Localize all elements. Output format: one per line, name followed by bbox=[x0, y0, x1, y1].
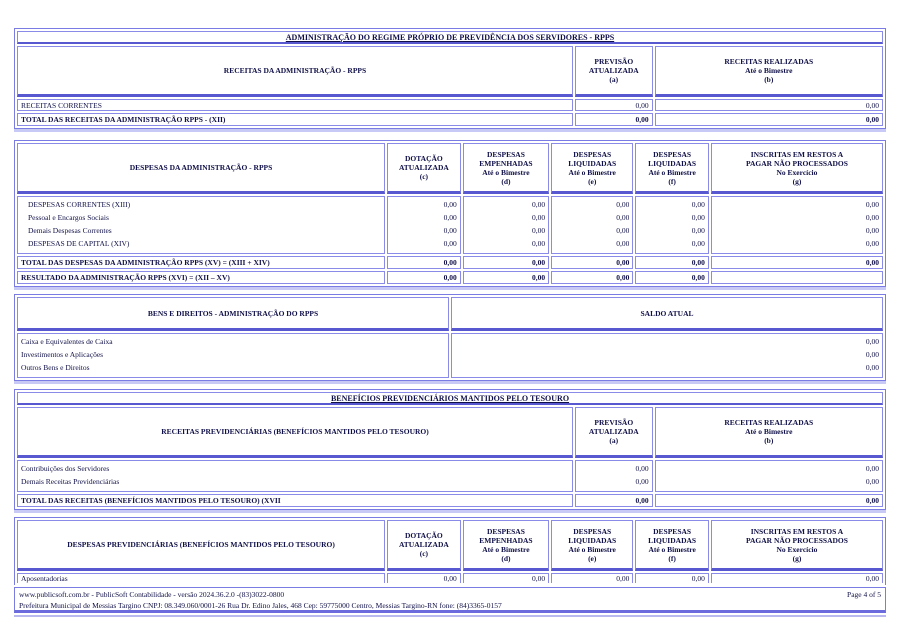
total-row: TOTAL DAS RECEITAS DA ADMINISTRAÇÃO RPPS… bbox=[17, 113, 883, 126]
table-row: Aposentadorias 0,00 0,00 0,00 0,00 0,00 bbox=[17, 573, 883, 583]
col-liquidadas-e-values: 0,00 0,00 0,00 0,00 bbox=[551, 196, 634, 254]
row-label: DESPESAS CORRENTES (XIII) bbox=[28, 200, 131, 209]
total-empenhadas: 0,00 bbox=[462, 256, 550, 269]
header-inscritas-restos-pagar: INSCRITAS EM RESTOS A PAGAR NÃO PROCESSA… bbox=[710, 520, 883, 571]
total-realizada: 0,00 bbox=[654, 494, 883, 507]
header-receitas-previdenciarias: RECEITAS PREVIDENCIÁRIAS (BENEFÍCIOS MAN… bbox=[17, 407, 573, 458]
resultado-empenhadas: 0,00 bbox=[462, 271, 550, 284]
header-bens-direitos: BENS E DIREITOS - ADMINISTRAÇÃO DO RPPS bbox=[17, 297, 449, 331]
total-liquidadas-f: 0,00 bbox=[635, 256, 709, 269]
col-empenhadas-values: 0,00 0,00 0,00 0,00 bbox=[462, 196, 550, 254]
header-despesas-previdenciarias: DESPESAS PREVIDENCIÁRIAS (BENEFÍCIOS MAN… bbox=[17, 520, 386, 571]
header-despesas-liquidadas-f: DESPESAS LIQUIDADAS Até o Bimestre (f) bbox=[635, 143, 709, 194]
col-dotacao-values: 0,00 0,00 0,00 0,00 bbox=[387, 196, 461, 254]
col-saldo-values: 0,00 0,00 0,00 bbox=[451, 333, 883, 378]
row-label: Demais Despesas Correntes bbox=[28, 226, 112, 235]
header-despesas-administracao: DESPESAS DA ADMINISTRAÇÃO - RPPS bbox=[17, 143, 386, 194]
table-row: RECEITAS CORRENTES 0,00 0,00 bbox=[17, 99, 883, 111]
header-despesas-liquidadas-e: DESPESAS LIQUIDADAS Até o Bimestre (e) bbox=[551, 520, 634, 571]
header-receitas-realizadas: RECEITAS REALIZADAS Até o Bimestre (b) bbox=[654, 407, 883, 458]
total-liquidadas-e: 0,00 bbox=[551, 256, 634, 269]
cell-previsao: 0,00 bbox=[574, 99, 653, 111]
bens-direitos-table: BENS E DIREITOS - ADMINISTRAÇÃO DO RPPS … bbox=[14, 294, 886, 381]
row-label: Aposentadorias bbox=[17, 573, 386, 583]
resultado-liquidadas-e: 0,00 bbox=[551, 271, 634, 284]
total-previsao: 0,00 bbox=[574, 494, 653, 507]
total-label: TOTAL DAS RECEITAS (BENEFÍCIOS MANTIDOS … bbox=[17, 494, 573, 507]
resultado-liquidadas-f: 0,00 bbox=[635, 271, 709, 284]
footer-page-number: Page 4 of 5 bbox=[847, 590, 881, 599]
header-receitas-realizadas: RECEITAS REALIZADAS Até o Bimestre (b) bbox=[654, 46, 883, 97]
footer-entity-info: Prefeitura Municipal de Messias Targino … bbox=[19, 601, 502, 610]
cell-liquidadas-f: 0,00 bbox=[635, 573, 709, 583]
section-title-beneficios-tesouro: BENEFÍCIOS PREVIDENCIÁRIOS MANTIDOS PELO… bbox=[17, 392, 883, 405]
header-inscritas-restos-pagar: INSCRITAS EM RESTOS A PAGAR NÃO PROCESSA… bbox=[710, 143, 883, 194]
section-title-administracao-rpps: ADMINISTRAÇÃO DO REGIME PRÓPRIO DE PREVI… bbox=[17, 31, 883, 44]
total-previsao: 0,00 bbox=[574, 113, 653, 126]
header-despesas-liquidadas-f: DESPESAS LIQUIDADAS Até o Bimestre (f) bbox=[635, 520, 709, 571]
header-previsao-atualizada: PREVISÃO ATUALIZADA (a) bbox=[574, 407, 653, 458]
resultado-row: RESULTADO DA ADMINISTRAÇÃO RPPS (XVI) = … bbox=[17, 271, 883, 284]
row-label: Investimentos e Aplicações bbox=[21, 350, 104, 359]
total-row: TOTAL DAS RECEITAS (BENEFÍCIOS MANTIDOS … bbox=[17, 494, 883, 507]
cell-dotacao: 0,00 bbox=[387, 573, 461, 583]
row-label: Caixa e Equivalentes de Caixa bbox=[21, 337, 113, 346]
table-row-block: Caixa e Equivalentes de Caixa Investimen… bbox=[17, 333, 883, 378]
report-footer: www.publicsoft.com.br - PublicSoft Conta… bbox=[14, 587, 886, 613]
total-label: TOTAL DAS RECEITAS DA ADMINISTRAÇÃO RPPS… bbox=[17, 113, 573, 126]
row-label: Contribuições dos Servidores bbox=[21, 464, 110, 473]
cell-realizada: 0,00 bbox=[654, 99, 883, 111]
table-row-block: Contribuições dos Servidores Demais Rece… bbox=[17, 460, 883, 492]
total-dotacao: 0,00 bbox=[387, 256, 461, 269]
header-dotacao-atualizada: DOTAÇÃO ATUALIZADA (c) bbox=[387, 143, 461, 194]
despesas-previdenciarias-table: DESPESAS PREVIDENCIÁRIAS (BENEFÍCIOS MAN… bbox=[14, 517, 886, 585]
row-labels: DESPESAS CORRENTES (XIII) Pessoal e Enca… bbox=[17, 196, 386, 254]
resultado-label: RESULTADO DA ADMINISTRAÇÃO RPPS (XVI) = … bbox=[17, 271, 386, 284]
total-inscritas: 0,00 bbox=[710, 256, 883, 269]
row-labels: Caixa e Equivalentes de Caixa Investimen… bbox=[17, 333, 449, 378]
header-previsao-atualizada: PREVISÃO ATUALIZADA (a) bbox=[574, 46, 653, 97]
row-label: Outros Bens e Direitos bbox=[21, 363, 90, 372]
footer-software-info: www.publicsoft.com.br - PublicSoft Conta… bbox=[19, 590, 285, 599]
col-previsao-values: 0,00 0,00 bbox=[574, 460, 653, 492]
resultado-dotacao: 0,00 bbox=[387, 271, 461, 284]
header-receitas-administracao: RECEITAS DA ADMINISTRAÇÃO - RPPS bbox=[17, 46, 573, 97]
receitas-administracao-table: ADMINISTRAÇÃO DO REGIME PRÓPRIO DE PREVI… bbox=[14, 28, 886, 129]
cell-empenhadas: 0,00 bbox=[462, 573, 550, 583]
total-row: TOTAL DAS DESPESAS DA ADMINISTRAÇÃO RPPS… bbox=[17, 256, 883, 269]
header-despesas-empenhadas: DESPESAS EMPENHADAS Até o Bimestre (d) bbox=[462, 143, 550, 194]
col-realizadas-values: 0,00 0,00 bbox=[654, 460, 883, 492]
header-dotacao-atualizada: DOTAÇÃO ATUALIZADA (c) bbox=[387, 520, 461, 571]
total-label: TOTAL DAS DESPESAS DA ADMINISTRAÇÃO RPPS… bbox=[17, 256, 386, 269]
total-realizada: 0,00 bbox=[654, 113, 883, 126]
header-despesas-liquidadas-e: DESPESAS LIQUIDADAS Até o Bimestre (e) bbox=[551, 143, 634, 194]
header-saldo-atual: SALDO ATUAL bbox=[451, 297, 883, 331]
receitas-previdenciarias-table: BENEFÍCIOS PREVIDENCIÁRIOS MANTIDOS PELO… bbox=[14, 389, 886, 510]
cell-liquidadas-e: 0,00 bbox=[551, 573, 634, 583]
despesas-administracao-table: DESPESAS DA ADMINISTRAÇÃO - RPPS DOTAÇÃO… bbox=[14, 140, 886, 287]
row-labels: Contribuições dos Servidores Demais Rece… bbox=[17, 460, 573, 492]
header-despesas-empenhadas: DESPESAS EMPENHADAS Até o Bimestre (d) bbox=[462, 520, 550, 571]
cell-inscritas: 0,00 bbox=[710, 573, 883, 583]
table-row-block: DESPESAS CORRENTES (XIII) Pessoal e Enca… bbox=[17, 196, 883, 254]
row-label: Pessoal e Encargos Sociais bbox=[28, 213, 109, 222]
row-label: DESPESAS DE CAPITAL (XIV) bbox=[28, 239, 130, 248]
col-inscritas-values: 0,00 0,00 0,00 0,00 bbox=[710, 196, 883, 254]
col-liquidadas-f-values: 0,00 0,00 0,00 0,00 bbox=[635, 196, 709, 254]
footer-divider bbox=[14, 615, 886, 617]
resultado-inscritas-empty bbox=[710, 271, 883, 284]
row-label: Demais Receitas Previdenciárias bbox=[21, 477, 120, 486]
row-label: RECEITAS CORRENTES bbox=[17, 99, 573, 111]
